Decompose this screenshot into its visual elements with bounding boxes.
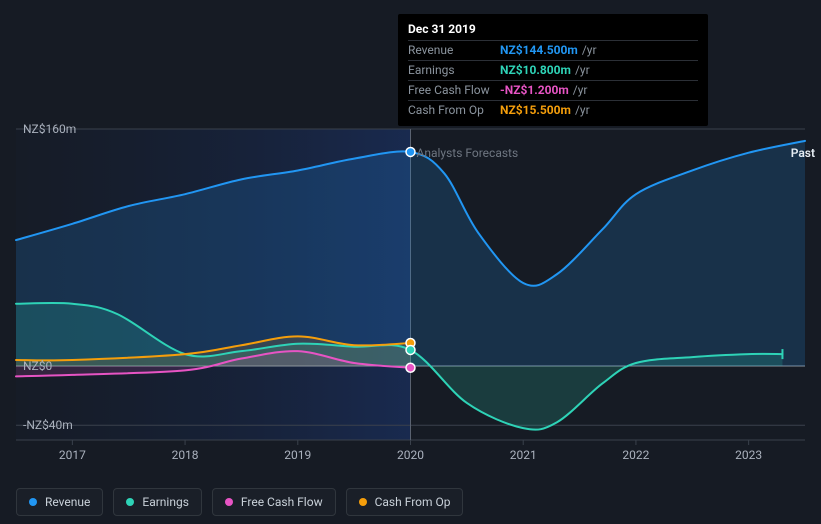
analysts-forecasts-label: Analysts Forecasts — [411, 146, 519, 160]
legend-item-earnings[interactable]: Earnings — [113, 488, 202, 516]
legend-label: Free Cash Flow — [241, 495, 323, 509]
tooltip-metric-unit: /yr — [582, 43, 597, 57]
tooltip-metric-label: Free Cash Flow — [408, 83, 500, 97]
y-tick-label: NZ$0 — [23, 359, 52, 373]
chart-tooltip: Dec 31 2019 Revenue NZ$144.500m /yr Earn… — [398, 14, 708, 126]
tooltip-metric-value: NZ$144.500m — [500, 43, 578, 57]
legend-label: Revenue — [45, 495, 90, 509]
legend-item-revenue[interactable]: Revenue — [16, 488, 103, 516]
legend-label: Cash From Op — [375, 495, 451, 509]
x-tick-label: 2022 — [622, 448, 649, 462]
x-tick-label: 2017 — [59, 448, 86, 462]
tooltip-row-cfo: Cash From Op NZ$15.500m /yr — [408, 100, 698, 120]
legend-item-fcf[interactable]: Free Cash Flow — [212, 488, 336, 516]
tooltip-metric-value: -NZ$1.200m — [500, 83, 569, 97]
legend-dot-icon — [359, 498, 367, 506]
tooltip-metric-value: NZ$10.800m — [500, 63, 571, 77]
tooltip-metric-label: Revenue — [408, 43, 500, 57]
tooltip-row-earnings: Earnings NZ$10.800m /yr — [408, 60, 698, 80]
tooltip-row-revenue: Revenue NZ$144.500m /yr — [408, 40, 698, 60]
x-tick-label: 2023 — [735, 448, 762, 462]
x-tick-label: 2018 — [172, 448, 199, 462]
tooltip-metric-unit: /yr — [575, 103, 590, 117]
tooltip-metric-unit: /yr — [575, 63, 590, 77]
legend-item-cfo[interactable]: Cash From Op — [346, 488, 464, 516]
tooltip-metric-label: Cash From Op — [408, 103, 500, 117]
y-tick-label: -NZ$40m — [23, 418, 73, 432]
tooltip-metric-value: NZ$15.500m — [500, 103, 571, 117]
legend-dot-icon — [225, 498, 233, 506]
legend-dot-icon — [29, 498, 37, 506]
x-tick-label: 2021 — [510, 448, 537, 462]
tooltip-row-fcf: Free Cash Flow -NZ$1.200m /yr — [408, 80, 698, 100]
tooltip-metric-unit: /yr — [573, 83, 588, 97]
x-tick-label: 2020 — [397, 448, 424, 462]
legend-label: Earnings — [142, 495, 189, 509]
financials-chart[interactable]: NZ$160m NZ$0 -NZ$40m 2017 2018 2019 2020… — [0, 0, 821, 524]
chart-legend: Revenue Earnings Free Cash Flow Cash Fro… — [16, 488, 463, 516]
legend-dot-icon — [126, 498, 134, 506]
tooltip-date: Dec 31 2019 — [408, 22, 698, 40]
x-tick-label: 2019 — [284, 448, 311, 462]
tooltip-metric-label: Earnings — [408, 63, 500, 77]
y-tick-label: NZ$160m — [23, 122, 76, 136]
